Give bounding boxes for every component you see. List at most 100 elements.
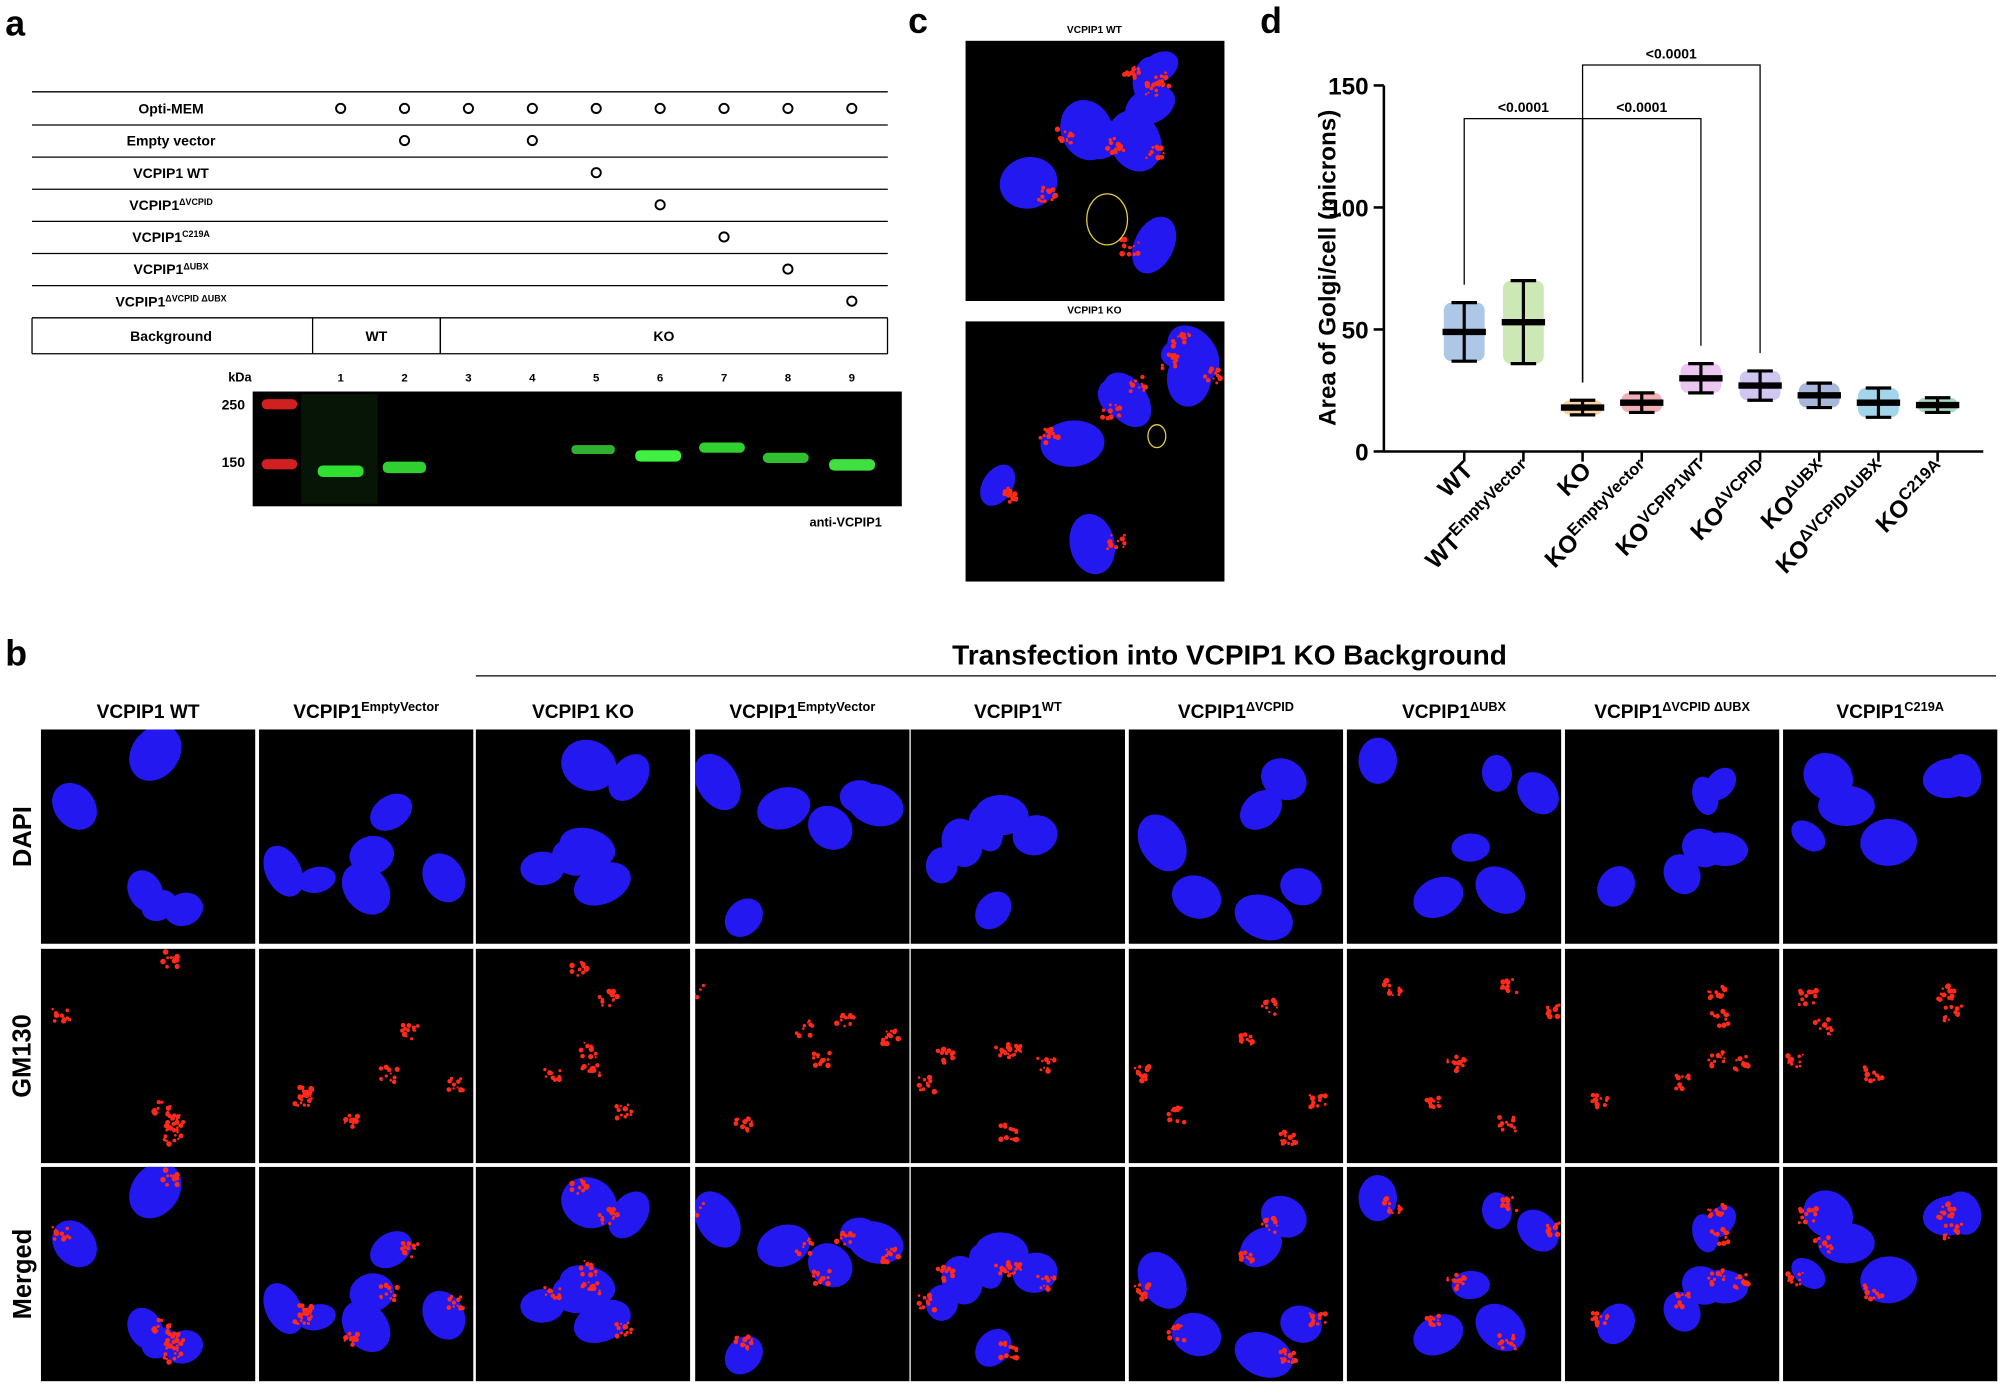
golgi-dot	[843, 1242, 846, 1246]
golgi-dot	[1115, 141, 1122, 148]
golgi-dot	[1135, 1069, 1140, 1073]
golgi-dot	[391, 1079, 397, 1085]
golgi-dot	[1158, 145, 1164, 151]
golgi-dot	[1067, 133, 1072, 138]
golgi-dot	[297, 1094, 302, 1099]
golgi-dot	[1737, 1056, 1743, 1062]
golgi-dot	[1797, 1003, 1801, 1007]
golgi-dot	[543, 1285, 547, 1290]
golgi-dot	[1144, 1284, 1150, 1291]
golgi-dot	[1798, 988, 1803, 994]
golgi-dot	[1872, 1288, 1877, 1293]
golgi-dot	[1802, 1219, 1808, 1225]
golgi-dot	[550, 1072, 554, 1075]
golgi-dot	[383, 1064, 389, 1070]
golgi-dot	[156, 1111, 159, 1114]
golgi-dot	[343, 1116, 349, 1123]
golgi-dot	[1677, 1300, 1682, 1306]
golgi-dot	[1939, 1210, 1943, 1214]
golgi-dot	[917, 1301, 922, 1306]
golgi-dot	[1595, 1323, 1600, 1328]
golgi-dot	[597, 1073, 602, 1078]
golgi-dot	[884, 1253, 889, 1258]
golgi-dot	[1144, 1066, 1150, 1073]
image-content	[51, 1166, 204, 1365]
golgi-dot	[166, 1174, 170, 1178]
row-label: Merged	[9, 1229, 37, 1320]
golgi-dot	[178, 1351, 184, 1357]
nucleus	[1681, 1266, 1724, 1305]
golgi-dot	[918, 1088, 923, 1092]
golgi-dot	[740, 1124, 746, 1130]
golgi-dot	[614, 1211, 620, 1218]
golgi-dot	[174, 1119, 180, 1125]
micrograph	[1783, 948, 1998, 1164]
golgi-dot	[1215, 367, 1221, 373]
image-content	[263, 1231, 466, 1353]
golgi-dot	[809, 1033, 812, 1036]
golgi-dot	[1063, 130, 1067, 134]
golgi-dot	[629, 1331, 633, 1335]
golgi-dot	[808, 1022, 813, 1027]
column-header: VCPIP1EmptyVector	[293, 699, 439, 723]
golgi-dot	[569, 1187, 575, 1193]
golgi-dot	[1154, 144, 1160, 150]
golgi-dot	[1170, 354, 1176, 360]
golgi-dot	[1802, 1001, 1808, 1007]
micrograph	[1564, 729, 1780, 944]
golgi-dot	[1157, 79, 1162, 85]
nucleus	[263, 845, 304, 897]
golgi-dot	[558, 1069, 562, 1073]
golgi-dot	[1319, 1311, 1324, 1316]
golgi-dot	[1014, 1049, 1018, 1053]
golgi-dot	[1273, 1012, 1277, 1016]
golgi-dot	[569, 962, 575, 969]
image-content	[1590, 984, 1751, 1110]
golgi-dot	[400, 1022, 406, 1028]
nucleus	[1108, 110, 1162, 172]
golgi-dot	[880, 1255, 886, 1261]
golgi-dot	[1505, 988, 1511, 994]
golgi-dot	[1387, 1201, 1392, 1206]
golgi-dot	[1545, 1005, 1550, 1010]
golgi-dot	[1826, 1235, 1831, 1241]
golgi-dot	[1721, 1271, 1724, 1274]
golgi-dot	[584, 1184, 590, 1190]
golgi-dot	[1238, 1254, 1244, 1260]
golgi-dot	[1065, 139, 1069, 143]
golgi-dot	[156, 1106, 160, 1110]
blot-band	[829, 459, 876, 471]
golgi-dot	[1715, 1052, 1721, 1059]
golgi-dot	[389, 1296, 392, 1300]
golgi-dot	[1459, 1059, 1464, 1064]
golgi-dot	[623, 1333, 627, 1337]
golgi-dot	[1308, 1312, 1312, 1315]
golgi-dot	[569, 969, 575, 975]
golgi-dot	[1173, 357, 1179, 363]
golgi-dot	[1171, 1325, 1176, 1330]
golgi-dot	[1052, 1057, 1057, 1062]
golgi-dot	[1947, 988, 1953, 994]
image-frame	[1346, 948, 1562, 1164]
golgi-dot	[456, 1304, 459, 1307]
golgi-dot	[1949, 1223, 1954, 1228]
golgi-dot	[1142, 1073, 1148, 1079]
nucleus	[1413, 876, 1464, 919]
golgi-dot	[1944, 1202, 1950, 1208]
golgi-dot	[616, 1107, 621, 1113]
ladder-band	[261, 399, 298, 410]
golgi-dot	[1006, 492, 1011, 498]
golgi-dot	[550, 1075, 556, 1080]
golgi-dot	[1012, 1355, 1016, 1360]
golgi-dot	[406, 1241, 412, 1246]
image-frame	[40, 948, 256, 1164]
golgi-dot	[821, 1057, 826, 1062]
golgi-dot	[1785, 1271, 1791, 1277]
golgi-dot	[926, 1084, 931, 1088]
golgi-dot	[1181, 1119, 1187, 1125]
golgi-dot	[1806, 989, 1812, 995]
lane-number: 8	[785, 372, 792, 384]
golgi-dot	[576, 1192, 580, 1195]
golgi-dot	[309, 1094, 312, 1098]
golgi-dot	[745, 1347, 749, 1351]
